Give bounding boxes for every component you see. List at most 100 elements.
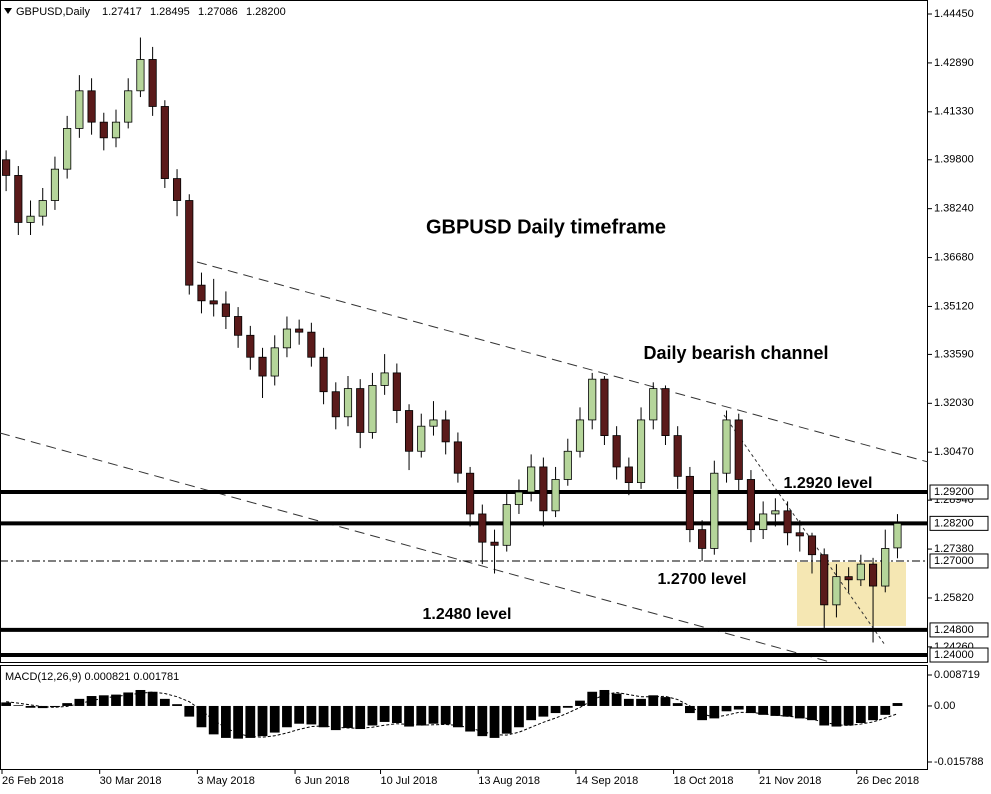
macd-bar bbox=[74, 698, 85, 706]
x-tick-label: 26 Dec 2018 bbox=[857, 775, 919, 787]
macd-bar bbox=[123, 692, 134, 706]
candle-body bbox=[746, 479, 756, 531]
macd-bar bbox=[477, 705, 488, 737]
x-tick-label: 21 Nov 2018 bbox=[759, 775, 821, 787]
candle-body bbox=[295, 328, 304, 333]
x-tick-label: 18 Oct 2018 bbox=[674, 775, 734, 787]
macd-bar bbox=[404, 705, 414, 727]
macd-bar bbox=[721, 705, 732, 712]
annotation: 1.2700 level bbox=[658, 571, 747, 588]
candle-body bbox=[87, 90, 96, 123]
candle-body bbox=[111, 121, 121, 139]
macd-bar bbox=[868, 705, 878, 721]
macd-bar bbox=[807, 705, 817, 721]
candle-body bbox=[246, 334, 255, 358]
macd-bar bbox=[709, 705, 720, 719]
candle-body bbox=[63, 128, 72, 170]
macd-bar bbox=[282, 705, 292, 728]
candle-body bbox=[429, 419, 438, 427]
macd-bar bbox=[538, 705, 549, 717]
candle-body bbox=[356, 388, 365, 433]
candle-body bbox=[197, 284, 206, 302]
x-tick-label: 6 Jun 2018 bbox=[295, 775, 349, 787]
macd-bar bbox=[50, 705, 60, 708]
candle-body bbox=[172, 178, 182, 201]
macd-label: MACD(12,26,9) 0.000821 0.001781 bbox=[5, 671, 179, 683]
macd-bar bbox=[672, 703, 683, 706]
y-tick-label: 1.42890 bbox=[934, 57, 974, 69]
macd-bar bbox=[501, 705, 512, 734]
macd-tick-label: -0.015788 bbox=[934, 756, 984, 768]
header-open: 1.27417 bbox=[102, 6, 142, 18]
candle-body bbox=[820, 554, 829, 606]
candle-body bbox=[832, 576, 841, 606]
macd-bar bbox=[648, 695, 659, 706]
level-label-box bbox=[929, 484, 989, 500]
macd-signal bbox=[6, 691, 898, 738]
macd-bar bbox=[269, 705, 280, 733]
macd-bar bbox=[428, 705, 439, 724]
macd-bar bbox=[367, 705, 378, 726]
macd-bar bbox=[98, 695, 109, 706]
candle-body bbox=[99, 121, 108, 139]
y-tick-label: 1.38240 bbox=[934, 203, 974, 215]
chart-title: GBPUSD Daily timeframe bbox=[426, 216, 666, 238]
macd-bar bbox=[245, 705, 256, 738]
candle-body bbox=[38, 200, 47, 217]
trend-line bbox=[723, 414, 886, 646]
candle-body bbox=[893, 522, 902, 549]
candle-body bbox=[868, 563, 878, 587]
candle-body bbox=[771, 510, 780, 515]
menu-arrow bbox=[4, 8, 12, 14]
candle-body bbox=[502, 504, 511, 546]
candle-body bbox=[685, 475, 694, 531]
x-tick-label: 14 Sep 2018 bbox=[576, 775, 638, 787]
candle-body bbox=[710, 472, 719, 549]
level-label-box bbox=[929, 553, 989, 569]
candle-body bbox=[368, 385, 377, 433]
candle-body bbox=[844, 576, 853, 581]
candle-body bbox=[453, 441, 462, 474]
y-tick-label: 1.35120 bbox=[934, 300, 974, 312]
candle-body bbox=[759, 513, 768, 531]
macd-bar bbox=[416, 705, 427, 726]
macd-bar bbox=[733, 705, 744, 710]
candle-body bbox=[490, 541, 499, 546]
macd-bar bbox=[623, 698, 634, 706]
candle-body bbox=[343, 388, 353, 418]
level-label: 1.24000 bbox=[934, 649, 974, 661]
candle-body bbox=[539, 466, 548, 512]
macd-bar bbox=[514, 705, 524, 728]
candle-body bbox=[2, 159, 11, 176]
y-tick-label: 1.39800 bbox=[934, 154, 974, 166]
symbol: GBPUSD,Daily bbox=[16, 6, 90, 18]
macd-bar bbox=[25, 705, 36, 708]
macd-bar bbox=[660, 697, 671, 706]
x-tick-label: 3 May 2018 bbox=[197, 775, 254, 787]
candle-body bbox=[234, 316, 243, 336]
candle-body bbox=[575, 419, 585, 452]
macd-bar bbox=[611, 693, 622, 706]
level-label: 1.28200 bbox=[934, 517, 974, 529]
level-label: 1.27000 bbox=[934, 555, 974, 567]
macd-bar bbox=[135, 689, 146, 706]
annotation: 1.2920 level bbox=[784, 475, 873, 492]
candle-body bbox=[185, 200, 194, 286]
candle-body bbox=[466, 472, 475, 515]
macd-bar bbox=[62, 703, 73, 706]
candle-body bbox=[734, 419, 743, 480]
macd-bar bbox=[453, 705, 463, 728]
candle-body bbox=[392, 372, 401, 411]
candle-body bbox=[612, 435, 621, 468]
y-tick-label: 1.30470 bbox=[934, 446, 974, 458]
candle-body bbox=[514, 491, 524, 505]
candle-body bbox=[26, 215, 35, 223]
macd-bar bbox=[147, 691, 158, 706]
candle-body bbox=[649, 388, 658, 421]
macd-bar bbox=[257, 705, 268, 737]
candle-body bbox=[881, 548, 890, 587]
macd-frame bbox=[0, 665, 928, 770]
candle-body bbox=[856, 563, 865, 581]
macd-bar bbox=[855, 705, 866, 724]
